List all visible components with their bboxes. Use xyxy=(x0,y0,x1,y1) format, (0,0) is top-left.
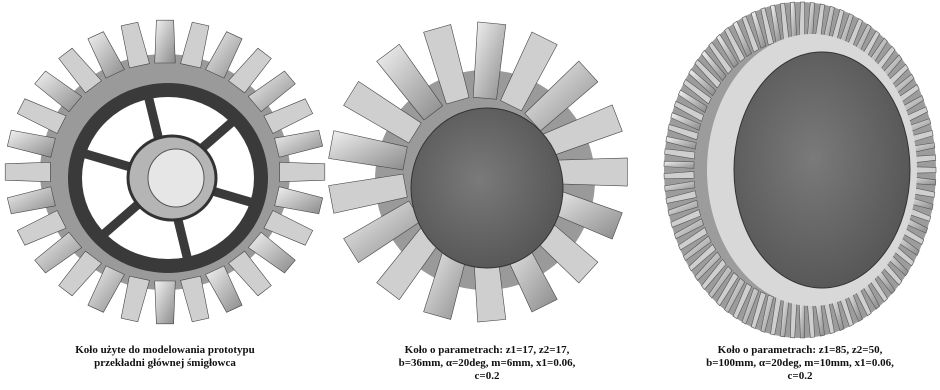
caption-line: b=36mm, α=20deg, m=6mm, x1=0.06, xyxy=(399,357,576,369)
gear-z17 xyxy=(329,22,628,322)
tooth xyxy=(88,266,125,312)
tooth xyxy=(264,99,313,134)
tooth xyxy=(155,281,176,324)
tooth xyxy=(5,162,50,182)
tooth xyxy=(280,162,325,182)
caption-line: c=0.2 xyxy=(788,370,813,382)
tooth xyxy=(799,301,805,338)
caption-line: c=0.2 xyxy=(475,370,500,382)
caption-line: Koło o parametrach: z1=17, z2=17, xyxy=(405,344,570,356)
caption-line: b=100mm, α=20deg, m=10mm, x1=0.06, xyxy=(706,357,894,369)
bore xyxy=(148,149,204,207)
gear-z85 xyxy=(664,2,936,338)
tooth xyxy=(88,32,125,78)
tooth xyxy=(17,99,66,134)
captions: Koło użyte do modelowania prototypuprzek… xyxy=(75,344,894,382)
gear-prototype xyxy=(5,20,325,324)
figure: Koło użyte do modelowania prototypuprzek… xyxy=(0,0,940,390)
tooth xyxy=(552,158,627,186)
tooth xyxy=(799,2,805,39)
face xyxy=(411,108,563,268)
face xyxy=(734,52,910,288)
caption-line: Koło użyte do modelowania prototypu xyxy=(75,344,254,356)
tooth xyxy=(17,211,66,246)
caption-line: przekładni głównej śmigłowca xyxy=(94,357,236,369)
tooth xyxy=(206,266,243,312)
caption-line: Koło o parametrach: z1=85, z2=50, xyxy=(718,344,883,356)
tooth xyxy=(264,211,313,246)
tooth xyxy=(155,20,176,63)
tooth xyxy=(206,32,243,78)
